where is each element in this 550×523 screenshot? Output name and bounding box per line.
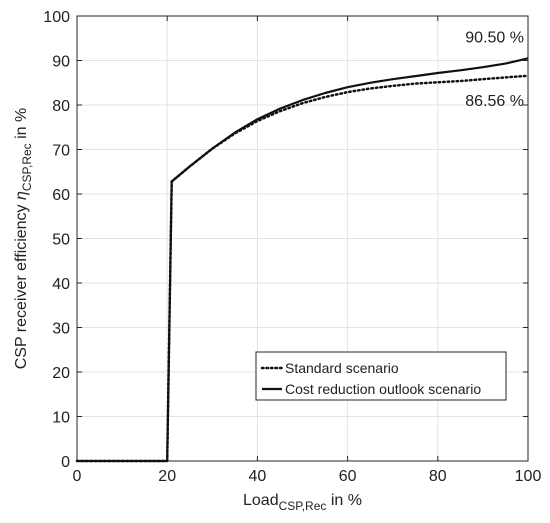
y-tick-label: 0 — [61, 454, 70, 471]
x-axis-label: LoadCSP,Rec in % — [243, 492, 362, 513]
x-tick-label: 20 — [158, 468, 176, 485]
y-axis-label: CSP receiver efficiency ηCSP,Rec in % — [13, 108, 34, 370]
series-line-standard — [75, 74, 530, 463]
x-tick-label: 40 — [249, 468, 267, 485]
y-tick-label: 10 — [52, 410, 70, 427]
series-layer — [75, 57, 530, 463]
annotations: 90.50 % 86.56 % — [465, 29, 524, 110]
y-tick-label: 20 — [52, 365, 70, 382]
y-tick-label: 30 — [52, 321, 70, 338]
y-tick-label: 40 — [52, 276, 70, 293]
y-tick-label: 80 — [52, 98, 70, 115]
series-line-cost-reduction — [77, 57, 529, 463]
x-tick-label: 80 — [429, 468, 447, 485]
legend-box — [255, 351, 507, 401]
legend-label-cost-reduction: Cost reduction outlook scenario — [285, 381, 481, 397]
y-tick-label: 60 — [52, 187, 70, 204]
y-tick-label: 50 — [52, 232, 70, 249]
axis-ticks: 0 20 40 60 80 100 0 10 20 30 40 50 60 70 80 90 100 — [43, 9, 541, 485]
x-tick-label: 60 — [339, 468, 357, 485]
y-tick-label: 90 — [52, 54, 70, 71]
x-tick-label: 100 — [515, 468, 542, 485]
legend-label-standard: Standard scenario — [285, 360, 399, 376]
x-tick-label: 0 — [73, 468, 82, 485]
legend: Standard scenario Cost reduction outlook… — [255, 351, 507, 401]
end-value-annotation: 90.50 % — [465, 29, 524, 46]
y-tick-label: 100 — [43, 9, 70, 26]
end-value-annotation: 86.56 % — [465, 93, 524, 110]
y-tick-label: 70 — [52, 143, 70, 160]
